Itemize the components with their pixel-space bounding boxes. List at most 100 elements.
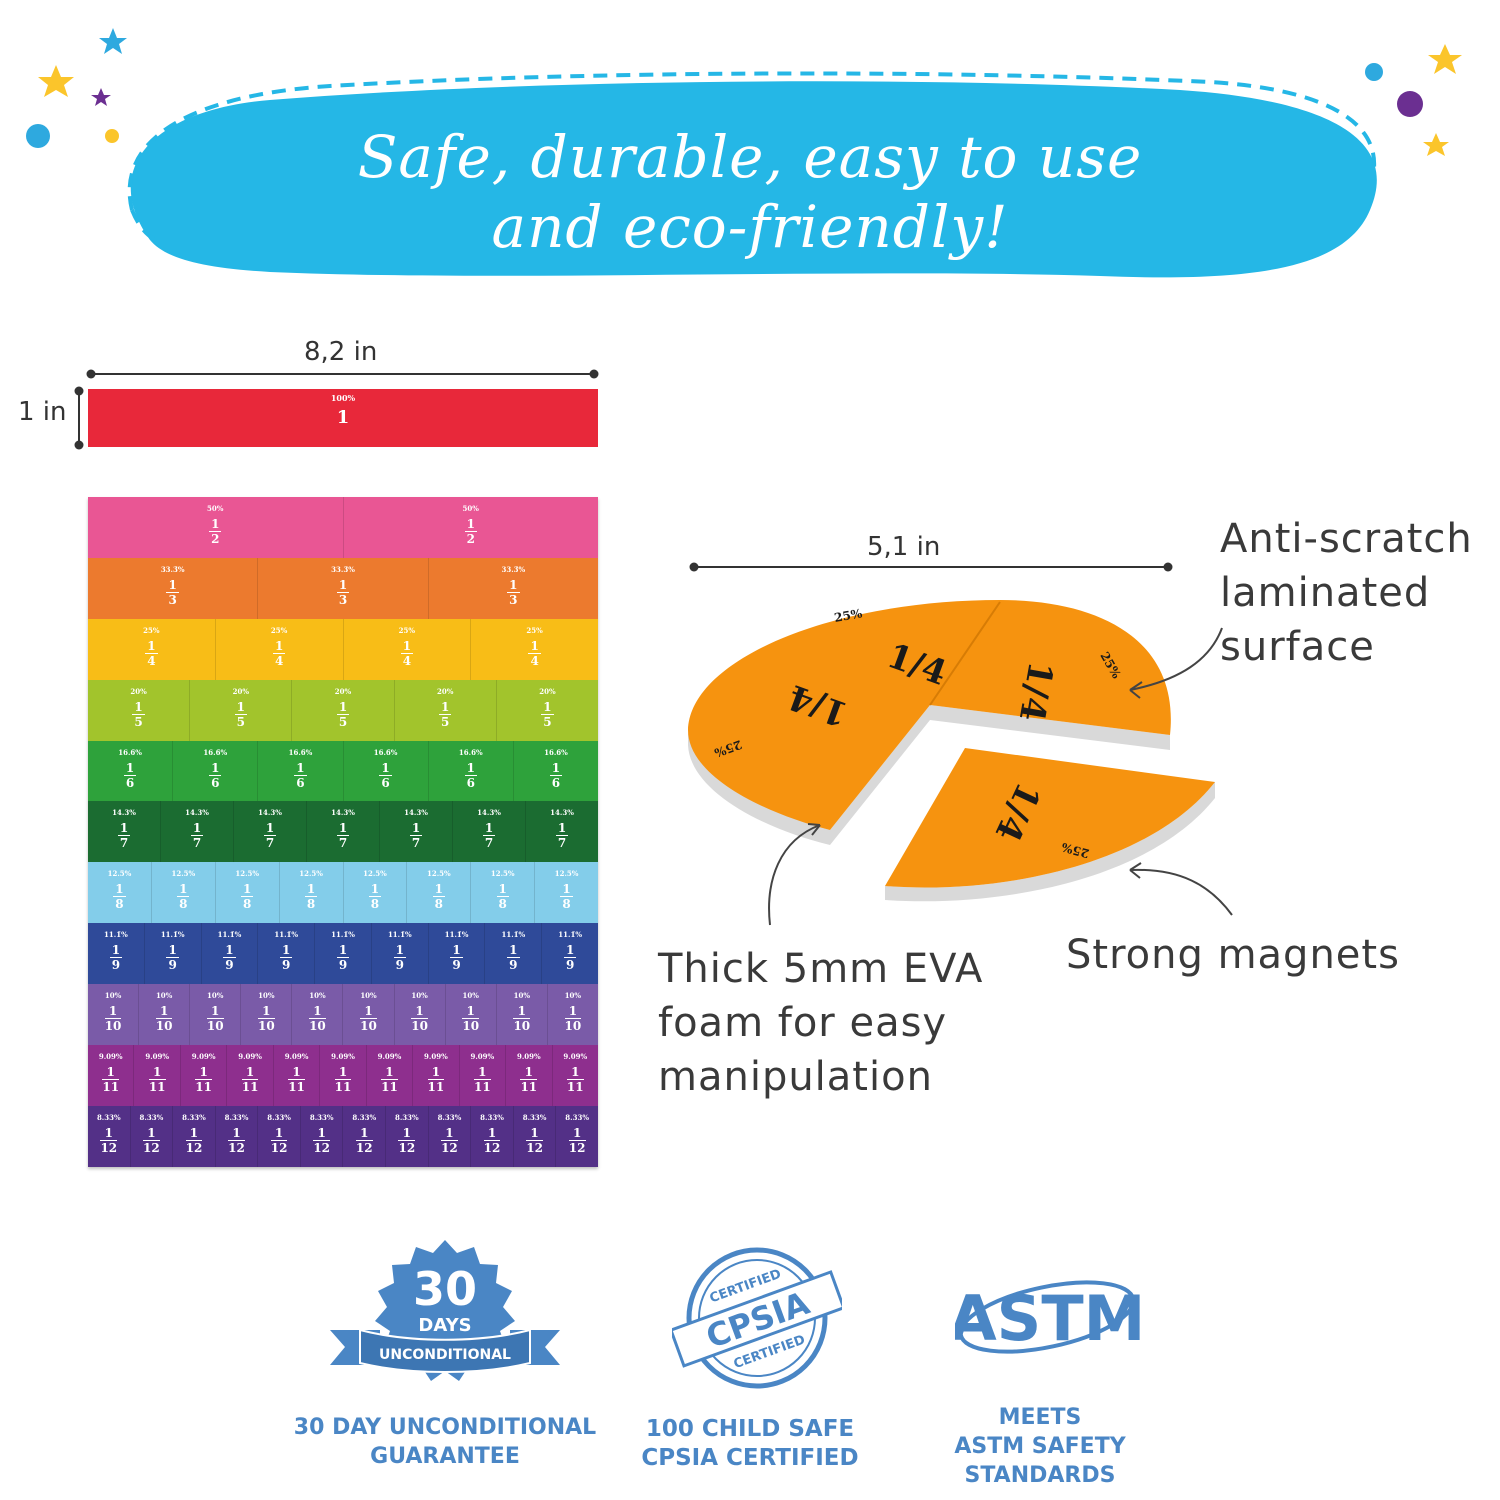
fraction-denominator: 12: [441, 1140, 458, 1155]
fraction-percent: 16.6̄%: [544, 747, 568, 757]
fraction-denominator: 11: [241, 1080, 259, 1095]
fraction-value: 1 11: [288, 1065, 305, 1094]
fraction-denominator: 8: [179, 897, 188, 912]
fraction-percent: 11.1̄%: [160, 930, 185, 940]
fraction-cell: 14.3% 1 7: [380, 801, 453, 863]
fraction-numerator: 1: [234, 699, 247, 715]
fraction-percent: 10%: [207, 991, 224, 1001]
fraction-cell: 10% 1 10: [139, 984, 191, 1046]
fraction-percent: 10%: [360, 991, 377, 1001]
fraction-percent: 12.5%: [490, 869, 515, 879]
fraction-denominator: 6: [211, 775, 220, 790]
fraction-cell: 11.1̄% 1 9: [88, 923, 145, 985]
fraction-denominator: 10: [309, 1019, 326, 1034]
fraction-numerator: 1: [439, 699, 452, 715]
surface-callout-line-2: laminated: [1220, 570, 1431, 616]
fraction-numerator: 1: [145, 638, 158, 654]
fraction-row-4: 25% 1 4 25% 1 4 25% 1 4 25% 1 4: [88, 618, 598, 680]
fraction-cell: 9.09% 1 11: [413, 1045, 460, 1106]
fraction-numerator: 1: [272, 638, 286, 654]
fraction-numerator: 1: [462, 1004, 480, 1020]
fraction-cell: 11.1̄% 1 9: [542, 923, 598, 984]
fraction-percent: 25%: [398, 625, 416, 635]
fraction-value: 1 12: [100, 1126, 118, 1155]
fraction-percent: 12.5%: [554, 869, 579, 879]
fraction-numerator: 1: [102, 1065, 120, 1081]
fraction-row-3: 33.3̄% 1 3 33.3̄% 1 3 33.3̄% 1 3: [88, 557, 598, 619]
fraction-numerator: 1: [336, 821, 350, 837]
fraction-denominator: 6: [296, 775, 305, 790]
fraction-cell: 11.1̄% 1 9: [429, 923, 486, 985]
fraction-value: 1 12: [568, 1126, 586, 1155]
fraction-denominator: 8: [562, 897, 571, 912]
fraction-value: 1 12: [313, 1126, 331, 1155]
fraction-denominator: 7: [338, 836, 348, 851]
fraction-numerator: 1: [432, 882, 445, 898]
fraction-percent: 9.09%: [191, 1052, 216, 1062]
fraction-denominator: 7: [192, 836, 202, 851]
star-icon: [1428, 44, 1462, 74]
fraction-row-5: 20% 1 5 20% 1 5 20% 1 5 20% 1 5 20% 1 5: [88, 679, 598, 741]
fraction-percent: 33.3̄%: [501, 564, 526, 574]
fraction-denominator: 11: [381, 1080, 398, 1095]
fraction-percent: 8.33%: [224, 1112, 249, 1122]
fraction-denominator: 11: [427, 1080, 445, 1095]
fraction-cell: 9.09% 1 11: [274, 1045, 321, 1106]
unit-fraction-bar: 100% 1: [88, 389, 598, 447]
fraction-denominator: 5: [543, 714, 552, 729]
fraction-denominator: 11: [334, 1080, 352, 1095]
cpsia-label: 100 CHILD SAFE CPSIA CERTIFIED: [610, 1415, 890, 1473]
fraction-cell: 12.5% 1 8: [407, 862, 472, 924]
fraction-percent: 14.3%: [404, 808, 428, 818]
fraction-numerator: 1: [177, 882, 190, 898]
star-icon: [1423, 133, 1449, 156]
fraction-value: 1 11: [334, 1065, 352, 1095]
astm-logo-text: ASTM: [955, 1282, 1140, 1355]
fraction-percent: 11.1̄%: [331, 930, 355, 940]
fraction-percent: 8.33%: [309, 1112, 334, 1122]
fraction-numerator: 1: [474, 1065, 491, 1081]
fraction-percent: 9.09%: [516, 1052, 541, 1062]
fraction-numerator: 1: [541, 699, 554, 715]
fraction-numerator: 1: [566, 1065, 584, 1081]
fraction-denominator: 12: [526, 1140, 543, 1155]
fraction-cell: 12.5% 1 8: [535, 862, 598, 923]
fraction-cell: 14.3% 1 7: [453, 801, 526, 863]
fraction-percent: 11.1̄%: [558, 930, 582, 940]
fraction-numerator: 1: [563, 943, 577, 959]
fraction-cell: 10% 1 10: [190, 984, 242, 1046]
fraction-denominator: 5: [441, 714, 450, 729]
fraction-denominator: 11: [195, 1080, 212, 1095]
fraction-value: 1 12: [398, 1126, 416, 1155]
fraction-numerator: 1: [520, 1065, 538, 1081]
fraction-denominator: 10: [462, 1019, 480, 1034]
fraction-numerator: 1: [549, 760, 563, 776]
fraction-denominator: 9: [395, 958, 404, 973]
fraction-cell: 10% 1 10: [88, 984, 140, 1046]
fraction-numerator: 1: [263, 821, 277, 837]
fraction-value: 1 12: [228, 1126, 245, 1155]
fraction-cell: 14.3% 1 7: [161, 801, 234, 863]
fraction-cell: 16.6̄% 1 6: [514, 741, 598, 802]
fraction-percent: 8.33%: [394, 1112, 419, 1122]
fraction-percent: 10%: [411, 991, 428, 1001]
fraction-cell: 25% 1 4: [344, 618, 472, 680]
fraction-denominator: 12: [100, 1140, 118, 1155]
fraction-numerator: 1: [309, 1004, 326, 1020]
fraction-value: 1 12: [441, 1126, 458, 1155]
fraction-percent: 9.09%: [284, 1052, 309, 1062]
fraction-numerator: 1: [123, 760, 137, 776]
